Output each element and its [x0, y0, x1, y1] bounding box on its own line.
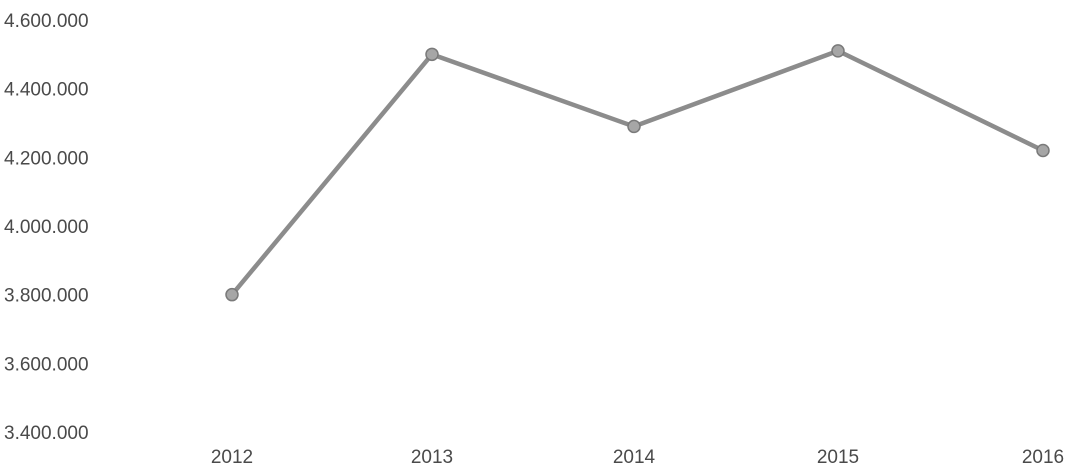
x-tick-label: 2012 — [211, 447, 253, 468]
y-tick-label: 4.200.000 — [4, 148, 89, 169]
plot-area — [225, 44, 1050, 302]
data-point-2016 — [1036, 143, 1050, 158]
y-tick-label: 3.800.000 — [4, 286, 89, 307]
y-tick-label: 4.000.000 — [4, 217, 89, 238]
y-axis: 3.400.000 3.600.000 3.800.000 4.000.000 4.20… — [4, 11, 89, 444]
y-tick-label: 3.400.000 — [4, 423, 89, 444]
x-axis: 2012 2013 2014 2015 2016 — [211, 447, 1064, 468]
data-point-2012 — [225, 287, 239, 302]
y-tick-label: 3.600.000 — [4, 354, 89, 375]
y-tick-label: 4.600.000 — [4, 11, 89, 32]
data-point-2015 — [831, 44, 845, 58]
y-tick-label: 4.400.000 — [4, 80, 89, 101]
x-tick-label: 2014 — [613, 447, 656, 468]
x-tick-label: 2015 — [817, 447, 859, 468]
x-tick-label: 2013 — [411, 447, 453, 468]
x-tick-label: 2016 — [1022, 447, 1064, 468]
data-point-2014 — [627, 119, 641, 134]
series-line — [229, 48, 1046, 297]
data-point-2013 — [425, 47, 439, 62]
